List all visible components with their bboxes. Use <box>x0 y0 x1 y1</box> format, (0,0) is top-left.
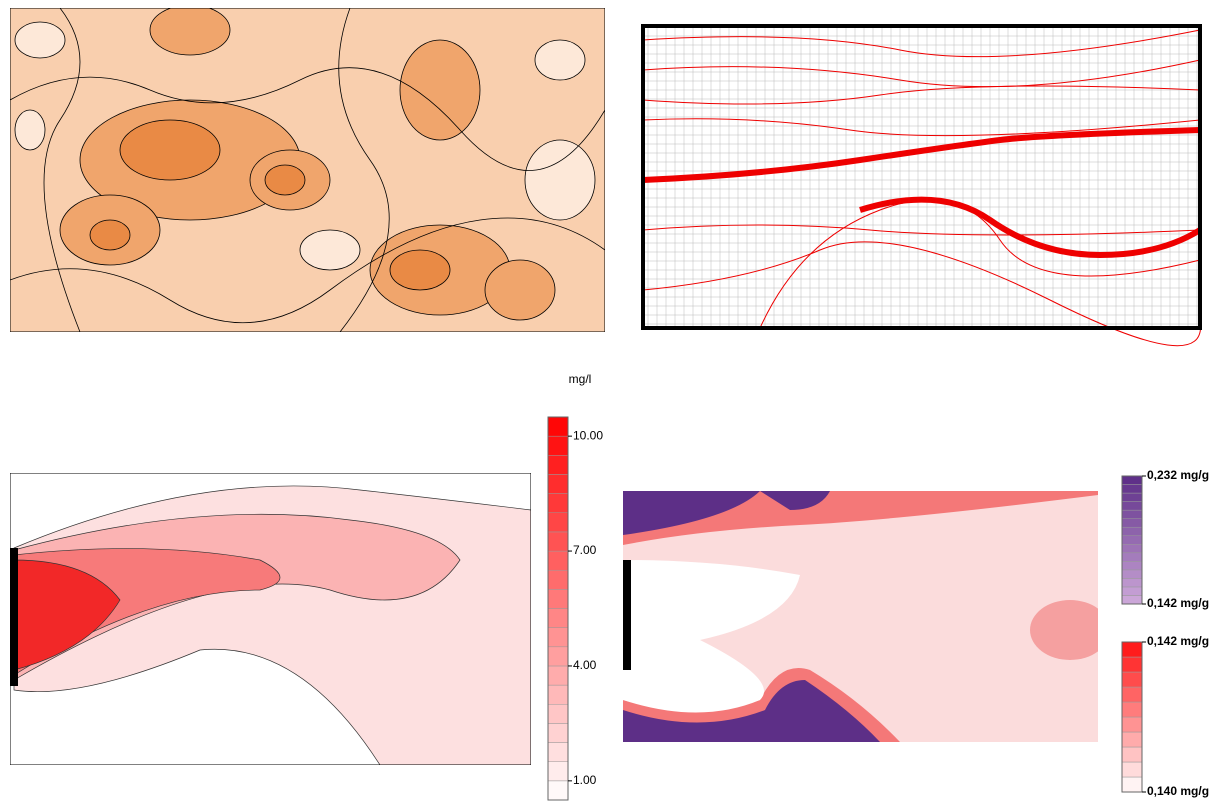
colorbar-segment <box>1121 475 1143 485</box>
colorbar-tick-label: 7.00 <box>573 543 597 557</box>
colorbar-frame <box>547 416 569 801</box>
colorbar-segment <box>1121 561 1143 571</box>
colorbar-segment <box>1121 686 1143 703</box>
colorbar-segment <box>1121 544 1143 554</box>
colorbar-segment <box>1121 501 1143 511</box>
streamline-map <box>641 24 1202 347</box>
colorbar-segment <box>1121 535 1143 545</box>
colorbar-segment <box>1121 716 1143 733</box>
colorbar-segment <box>1121 586 1143 596</box>
colorbar-segment <box>1121 656 1143 673</box>
colorbar-title: mg/l <box>569 372 592 386</box>
sorption-map <box>623 491 1098 742</box>
colorbar-segment <box>1121 746 1143 763</box>
colorbar-segment <box>547 742 569 762</box>
plume-map <box>10 473 531 765</box>
colorbar-segment <box>547 455 569 475</box>
colorbar-segment <box>547 780 569 801</box>
colorbar-segment <box>547 761 569 782</box>
colorbar-segment <box>1121 731 1143 748</box>
colorbar-segment <box>1121 595 1143 605</box>
colorbar-tick-label: 0,142 mg/g <box>1147 596 1209 610</box>
colorbar-segment <box>547 608 569 628</box>
colorbar-segment <box>1121 578 1143 588</box>
colorbar-segment <box>547 474 569 494</box>
colorbar-segment <box>1121 569 1143 579</box>
colorbar-segment <box>1121 526 1143 536</box>
colorbar-tick-label: 10.00 <box>573 428 603 442</box>
colorbar-segment <box>547 627 569 648</box>
colorbar-segment <box>1121 509 1143 519</box>
colorbar-tick-label: 4.00 <box>573 658 597 672</box>
colorbar-segment <box>547 684 569 705</box>
colorbar-tick-label: 0,140 mg/g <box>1147 784 1209 798</box>
colorbar-segment <box>1121 776 1143 793</box>
colorbar-segment <box>547 704 569 724</box>
colorbar-segment <box>547 589 569 609</box>
colorbar-segment <box>547 665 569 686</box>
colorbar-segment <box>547 569 569 590</box>
colorbar-tick-label: 1.00 <box>573 773 597 787</box>
colorbar-segment <box>547 416 569 437</box>
colorbar-segment <box>1121 552 1143 562</box>
colorbar-frame <box>1121 641 1143 793</box>
colorbar-segment <box>547 646 569 667</box>
colorbar-tick-label: 0,142 mg/g <box>1147 634 1209 648</box>
colorbar-segment <box>547 550 569 571</box>
colorbar-segment <box>547 435 569 456</box>
colorbar-segment <box>1121 641 1143 658</box>
colorbar-segment <box>1121 701 1143 718</box>
colorbar-segment <box>547 531 569 552</box>
colorbar-segment <box>1121 671 1143 688</box>
contour-map <box>10 8 605 332</box>
colorbar-segment <box>1121 761 1143 778</box>
colorbar-segment <box>547 723 569 743</box>
colorbar-segment <box>1121 518 1143 528</box>
colorbar-segment <box>1121 484 1143 494</box>
colorbar-tick-label: 0,232 mg/g <box>1147 468 1209 482</box>
colorbar-segment <box>547 493 569 514</box>
colorbar-segment <box>547 512 569 533</box>
colorbar-segment <box>1121 492 1143 502</box>
colorbar-frame <box>1121 475 1143 605</box>
